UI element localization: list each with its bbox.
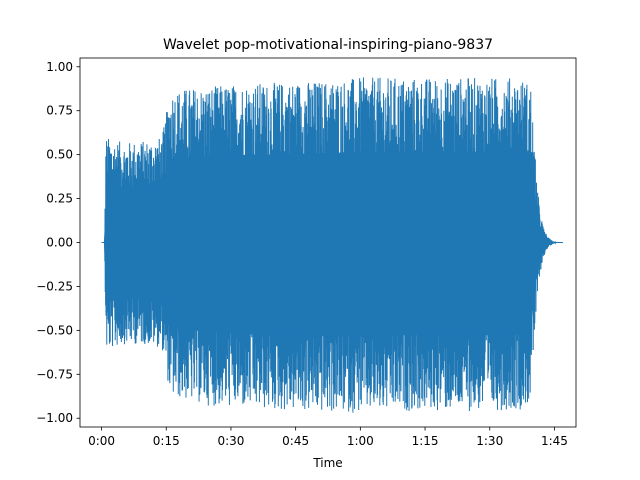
y-tick-label: 0.50 — [46, 148, 73, 162]
y-tick-label: 1.00 — [46, 60, 73, 74]
x-tick-label: 0:15 — [153, 434, 180, 448]
x-tick-label: 0:45 — [282, 434, 309, 448]
waveform-series — [101, 77, 564, 413]
plot-area — [79, 57, 577, 428]
x-tick-label: 1:15 — [412, 434, 439, 448]
y-tick-label: −0.75 — [36, 367, 73, 381]
x-axis-label: Time — [312, 456, 342, 470]
x-tick-label: 1:30 — [476, 434, 503, 448]
y-tick-label: −0.25 — [36, 279, 73, 293]
chart-title: Wavelet pop-motivational-inspiring-piano… — [163, 37, 493, 53]
x-tick-label: 1:45 — [541, 434, 568, 448]
y-tick-label: 0.00 — [46, 236, 73, 250]
x-tick-label: 0:30 — [217, 434, 244, 448]
y-axis: 1.00 0.75 0.50 0.25 0.00 −0.25 −0.50 −0.75 −1.00 — [36, 60, 80, 425]
y-tick-label: −1.00 — [36, 411, 73, 425]
y-tick-label: 0.75 — [46, 104, 73, 118]
waveform-line — [101, 77, 564, 413]
x-axis: 0:00 0:15 0:30 0:45 1:00 1:15 1:30 1:45 — [88, 427, 568, 448]
x-tick-label: 1:00 — [347, 434, 374, 448]
y-tick-label: 0.25 — [46, 192, 73, 206]
y-tick-label: −0.50 — [36, 323, 73, 337]
waveform-core — [101, 151, 564, 337]
x-tick-label: 0:00 — [88, 434, 115, 448]
